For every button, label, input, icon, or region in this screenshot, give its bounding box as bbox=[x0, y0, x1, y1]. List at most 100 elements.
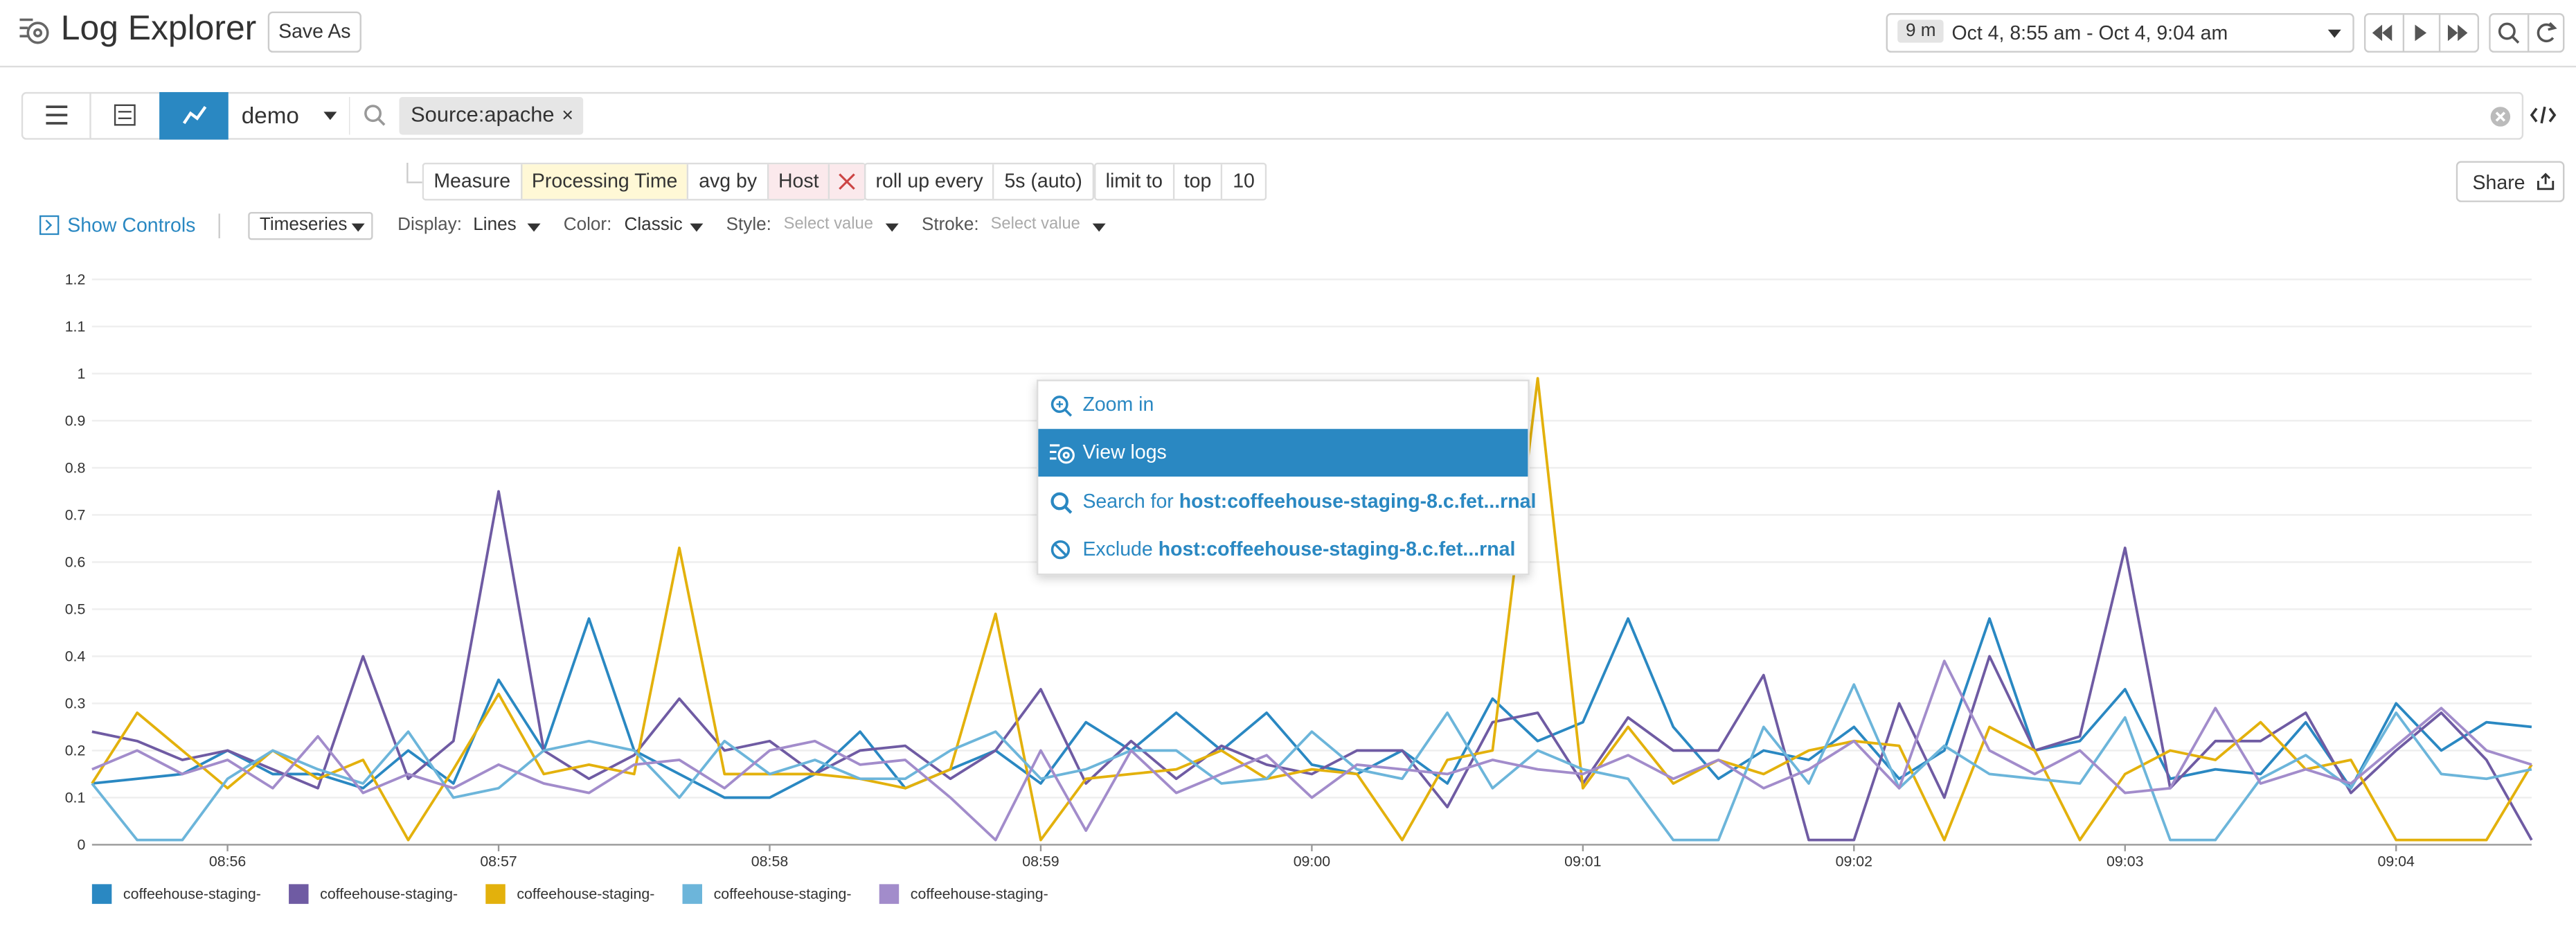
legend-label: coffeehouse-staging- bbox=[714, 886, 852, 903]
rollup-group[interactable]: roll up every 5s (auto) bbox=[864, 162, 1094, 201]
x-tick-label: 09:02 bbox=[1836, 853, 1872, 869]
menu-view-logs[interactable]: View logs bbox=[1038, 429, 1528, 477]
time-nav-icons bbox=[2372, 15, 2468, 51]
caret bbox=[690, 223, 704, 232]
x-tick-label: 08:56 bbox=[209, 853, 246, 869]
time-badge: 9 m bbox=[1897, 19, 1944, 43]
logo-icon bbox=[19, 18, 49, 44]
x-tick-label: 09:00 bbox=[1294, 853, 1331, 869]
menu-search[interactable]: Search for host:coffeehouse-staging-8.c.… bbox=[1038, 478, 1536, 526]
x-tick-label: 09:03 bbox=[2107, 853, 2143, 869]
menu-text: Zoom in bbox=[1082, 393, 1154, 416]
style-select[interactable]: Select value bbox=[783, 215, 873, 233]
legend-label: coffeehouse-staging- bbox=[911, 886, 1048, 903]
rollup-label: roll up every bbox=[875, 169, 983, 193]
limit: 10 bbox=[1221, 164, 1265, 200]
caret bbox=[2327, 29, 2341, 38]
share-text: Share bbox=[2472, 170, 2525, 194]
y-tick-label: 1.2 bbox=[65, 271, 86, 287]
viz: Timeseries bbox=[259, 215, 348, 236]
y-tick-label: 0.7 bbox=[65, 506, 86, 523]
y-tick-label: 0.5 bbox=[65, 601, 86, 618]
zoom-icon bbox=[1050, 396, 1073, 417]
share-button[interactable]: Share bbox=[2456, 161, 2565, 202]
caret bbox=[1092, 223, 1106, 232]
stroke-select[interactable]: Select value bbox=[990, 215, 1080, 233]
time-range: Oct 4, 8:55 am - Oct 4, 9:04 am bbox=[1951, 21, 2228, 45]
time-nav[interactable] bbox=[2363, 12, 2480, 53]
show-controls[interactable]: Show Controls bbox=[67, 213, 196, 237]
menu-value: host:coffeehouse-staging-8.c.fet...rnal bbox=[1158, 537, 1516, 561]
y-tick-label: 0.1 bbox=[65, 790, 86, 806]
menu-zoom-in[interactable]: Zoom in bbox=[1038, 381, 1528, 429]
exclude-icon bbox=[1050, 540, 1071, 560]
series-line bbox=[91, 659, 2532, 842]
color-label: Color: bbox=[563, 215, 612, 236]
x-tick-label: 09:01 bbox=[1564, 853, 1601, 869]
context-menu: Zoom in View logs Search for host:coffee… bbox=[1037, 380, 1536, 576]
y-tick-label: 0.3 bbox=[65, 695, 86, 712]
zoom-refresh[interactable] bbox=[2489, 12, 2565, 53]
style-label: Style: bbox=[726, 215, 771, 236]
caret bbox=[885, 223, 899, 232]
y-tick-label: 1.1 bbox=[65, 318, 86, 335]
display-label: Display: bbox=[397, 215, 462, 236]
x-tick-label: 08:57 bbox=[480, 853, 517, 869]
limit-group[interactable]: limit to top 10 bbox=[1094, 162, 1267, 201]
x-tick-label: 09:04 bbox=[2378, 853, 2415, 869]
group: Host bbox=[767, 164, 829, 200]
limit-dir: top bbox=[1172, 164, 1221, 200]
series-line bbox=[91, 377, 2533, 842]
x-tick-label: 08:59 bbox=[1022, 853, 1059, 869]
series-line bbox=[91, 490, 2533, 842]
header-border bbox=[0, 65, 2576, 68]
measure-label: Measure bbox=[433, 169, 511, 193]
index-select[interactable]: demo bbox=[241, 102, 299, 129]
menu-text: Exclude bbox=[1082, 537, 1153, 561]
save-as-button[interactable]: Save As bbox=[267, 11, 361, 53]
view-buttons[interactable] bbox=[21, 91, 350, 140]
y-tick-label: 0.4 bbox=[65, 648, 86, 665]
legend-swatch bbox=[879, 884, 900, 904]
y-tick-label: 0 bbox=[77, 837, 85, 853]
x-icon bbox=[839, 173, 856, 190]
menu-text: View logs bbox=[1082, 440, 1167, 464]
rollup: 5s (auto) bbox=[992, 164, 1092, 200]
query-tag-remove[interactable]: × bbox=[562, 103, 574, 127]
share-icon bbox=[2537, 172, 2555, 190]
clear-icon[interactable] bbox=[2489, 105, 2512, 128]
search-icon bbox=[364, 105, 386, 126]
measure-group[interactable]: Measure Processing Time avg by Host bbox=[422, 162, 867, 201]
time-picker[interactable]: 9 m Oct 4, 8:55 am - Oct 4, 9:04 am bbox=[1886, 12, 2354, 53]
y-tick-label: 0.2 bbox=[65, 743, 86, 759]
caret bbox=[527, 223, 541, 232]
y-tick-label: 1 bbox=[77, 365, 85, 382]
caret bbox=[323, 112, 337, 121]
menu-text: Search for bbox=[1082, 489, 1174, 513]
remove-group[interactable] bbox=[828, 164, 865, 200]
search-icon bbox=[1050, 492, 1073, 514]
color-select[interactable]: Classic bbox=[624, 215, 683, 236]
measure: Processing Time bbox=[520, 164, 688, 200]
y-tick-label: 0.8 bbox=[65, 459, 86, 476]
legend-swatch bbox=[682, 884, 702, 904]
menu-exclude[interactable]: Exclude host:coffeehouse-staging-8.c.fet… bbox=[1038, 526, 1528, 574]
page-title: Log Explorer bbox=[60, 10, 257, 48]
y-tick-label: 0.6 bbox=[65, 553, 86, 570]
query-tag[interactable]: Source:apache × bbox=[399, 96, 584, 135]
legend-swatch bbox=[91, 884, 112, 904]
legend-label: coffeehouse-staging- bbox=[320, 886, 458, 903]
display-select[interactable]: Lines bbox=[473, 215, 517, 236]
y-tick-label: 0.9 bbox=[65, 412, 86, 429]
x-tick-label: 08:58 bbox=[751, 853, 788, 869]
controls-icon bbox=[39, 215, 60, 236]
viz-select[interactable]: Timeseries bbox=[248, 212, 373, 240]
series-line bbox=[91, 617, 2532, 799]
legend-swatch bbox=[289, 884, 309, 904]
code-icon[interactable] bbox=[2530, 103, 2557, 126]
legend-label: coffeehouse-staging- bbox=[517, 886, 654, 903]
logs-icon bbox=[1049, 444, 1075, 464]
legend-label: coffeehouse-staging- bbox=[123, 886, 261, 903]
